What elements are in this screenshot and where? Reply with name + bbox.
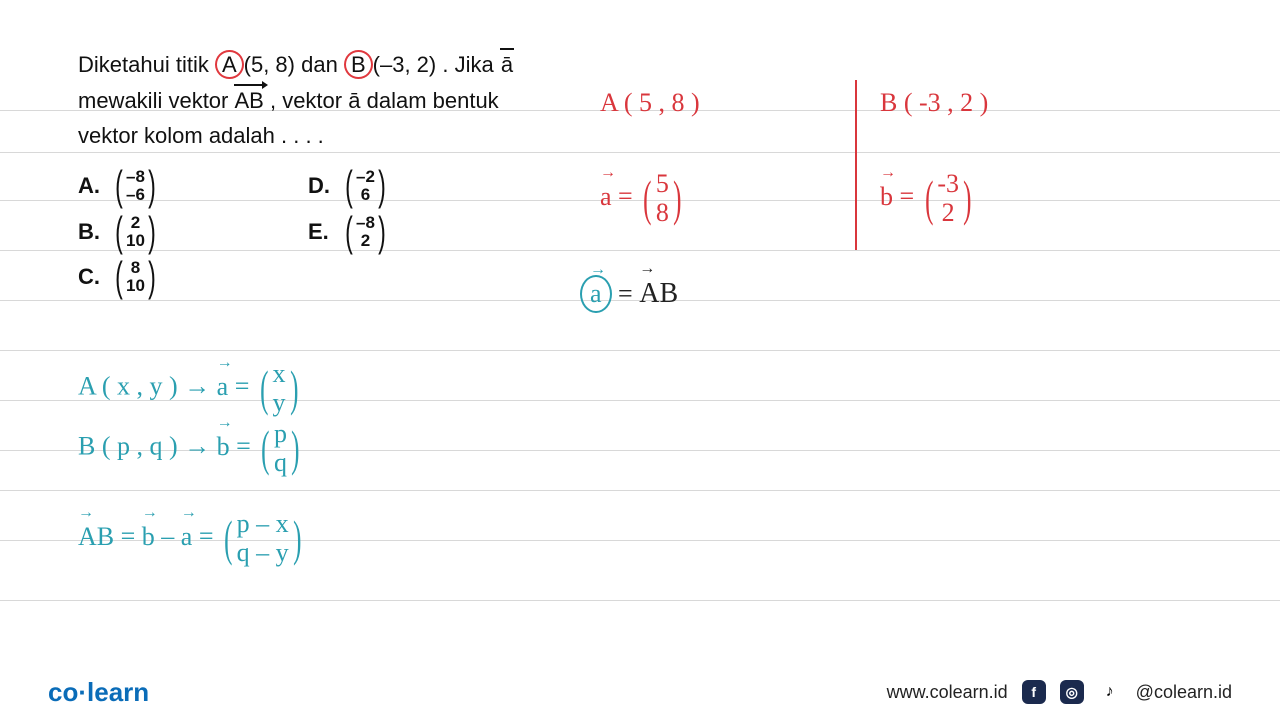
q-line2-mid: , vektor xyxy=(270,88,348,113)
option-D-bot: 6 xyxy=(361,186,370,204)
option-C-top: 8 xyxy=(131,259,140,277)
point-A-circled: A xyxy=(215,50,244,79)
hand-teal-a2: a xyxy=(181,522,193,551)
point-B-circled: B xyxy=(344,50,373,79)
hand-teal-line1: A ( x , y ) → a = (xy) xyxy=(78,360,302,417)
option-A-letter: A. xyxy=(78,171,112,201)
option-A-top: –8 xyxy=(126,168,145,186)
hand-teal-line2: B ( p , q ) → b = (pq) xyxy=(78,420,304,477)
hand-teal-l3-top: p – x xyxy=(237,510,289,539)
footer-bar: co·learn www.colearn.id f ◎ ♪ @colearn.i… xyxy=(0,664,1280,720)
colearn-logo: co·learn xyxy=(48,677,149,708)
vector-a-bar-2: ā xyxy=(348,88,360,113)
option-C-letter: C. xyxy=(78,262,112,292)
hand-teal-b: b xyxy=(217,432,230,461)
instagram-icon[interactable]: ◎ xyxy=(1060,680,1084,704)
hand-teal-B: B ( p , q ) → xyxy=(78,432,217,461)
hand-teal-l3-bot: q – y xyxy=(237,539,289,568)
option-A-bot: –6 xyxy=(126,186,145,204)
logo-co: co xyxy=(48,677,78,707)
hand-teal-line3: AB = b – a = (p – xq – y) xyxy=(78,510,305,567)
option-E-bot: 2 xyxy=(361,232,370,250)
footer-handle[interactable]: @colearn.id xyxy=(1136,682,1232,703)
q-line2-post: dalam bentuk xyxy=(367,88,499,113)
q-post1: . Jika xyxy=(442,52,499,77)
hand-red-b-vec: b = (-32) xyxy=(880,170,976,227)
hand-teal-l2-bot: q xyxy=(274,449,287,478)
option-B-letter: B. xyxy=(78,217,112,247)
hand-teal-eq1: = xyxy=(121,522,142,551)
q-line2-pre: mewakili vektor xyxy=(78,88,234,113)
footer-right: www.colearn.id f ◎ ♪ @colearn.id xyxy=(887,680,1232,704)
hand-red-a-vec: a = (58) xyxy=(600,170,686,227)
point-A-coords: (5, 8) xyxy=(244,52,295,77)
option-E-letter: E. xyxy=(308,217,342,247)
option-D-top: –2 xyxy=(356,168,375,186)
tiktok-icon[interactable]: ♪ xyxy=(1098,680,1122,704)
answer-options: A. (–8–6) D. (–26) B. (210) E. (–82) C. … xyxy=(78,168,558,305)
option-D-letter: D. xyxy=(308,171,342,201)
logo-learn: learn xyxy=(87,677,149,707)
hand-red-a-top: 5 xyxy=(656,170,669,199)
point-B-coords: (–3, 2) xyxy=(373,52,437,77)
hand-teal-AB: AB xyxy=(78,522,114,551)
facebook-icon[interactable]: f xyxy=(1022,680,1046,704)
hand-a-equals-AB: a = AB xyxy=(580,275,678,313)
q-mid: dan xyxy=(301,52,344,77)
option-E-top: –8 xyxy=(356,214,375,232)
question-text: Diketahui titik A(5, 8) dan B(–3, 2) . J… xyxy=(78,50,558,157)
option-D[interactable]: D. (–26) xyxy=(308,168,538,204)
q-line1-pre: Diketahui titik xyxy=(78,52,215,77)
option-C-bot: 10 xyxy=(126,277,145,295)
option-C[interactable]: C. (810) xyxy=(78,259,308,295)
hand-red-b-bot: 2 xyxy=(942,199,955,228)
hand-circled-a: a xyxy=(590,279,602,308)
hand-teal-l2-top: p xyxy=(274,420,287,449)
option-E[interactable]: E. (–82) xyxy=(308,214,538,250)
hand-teal-A: A ( x , y ) → xyxy=(78,372,217,401)
footer-url[interactable]: www.colearn.id xyxy=(887,682,1008,703)
q-line3: vektor kolom adalah . . . . xyxy=(78,123,324,148)
option-B-top: 2 xyxy=(131,214,140,232)
hand-red-B: B ( -3 , 2 ) xyxy=(880,88,988,118)
hand-teal-minus: – xyxy=(161,522,181,551)
hand-eq: = xyxy=(618,279,639,308)
hand-red-a-symbol: a xyxy=(600,182,612,211)
hand-teal-b2: b xyxy=(142,522,155,551)
vector-AB: AB xyxy=(234,86,263,116)
hand-AB-black: AB xyxy=(639,278,678,309)
hand-red-A: A ( 5 , 8 ) xyxy=(600,88,700,118)
hand-red-a-bot: 8 xyxy=(656,199,669,228)
hand-red-b-symbol: b xyxy=(880,182,893,211)
option-B[interactable]: B. (210) xyxy=(78,214,308,250)
hand-teal-eq2: = xyxy=(199,522,220,551)
option-A[interactable]: A. (–8–6) xyxy=(78,168,308,204)
vector-a-bar: ā xyxy=(500,50,514,80)
hand-teal-l1-top: x xyxy=(273,360,286,389)
hand-red-b-top: -3 xyxy=(937,170,959,199)
hand-teal-a: a xyxy=(217,372,229,401)
hand-teal-l1-bot: y xyxy=(273,389,286,418)
option-B-bot: 10 xyxy=(126,232,145,250)
red-divider-line xyxy=(855,80,857,250)
